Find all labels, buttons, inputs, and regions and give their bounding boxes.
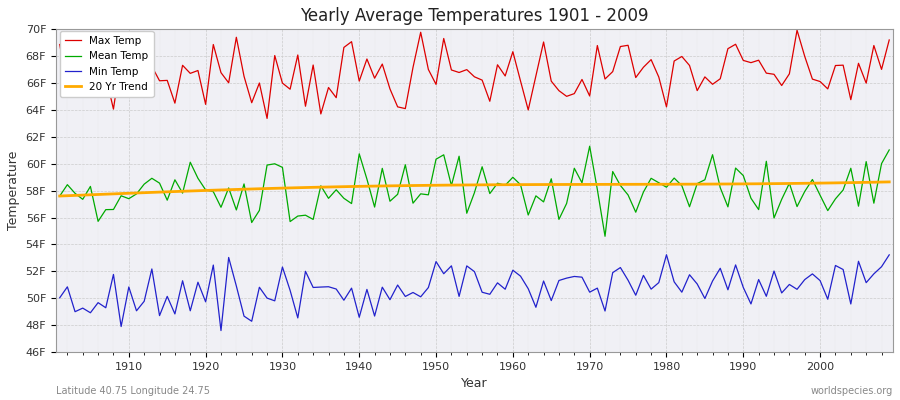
- Min Temp: [116, 324, 127, 329]
- Max Temp: [608, 69, 618, 74]
- Min Temp: [608, 270, 618, 275]
- Min Temp: [338, 298, 349, 303]
- 20 Yr Trend: [508, 182, 518, 187]
- Mean Temp: [584, 144, 595, 149]
- Legend: Max Temp, Mean Temp, Min Temp, 20 Yr Trend: Max Temp, Mean Temp, Min Temp, 20 Yr Tre…: [60, 31, 154, 97]
- Title: Yearly Average Temperatures 1901 - 2009: Yearly Average Temperatures 1901 - 2009: [301, 7, 649, 25]
- 20 Yr Trend: [331, 184, 342, 189]
- 20 Yr Trend: [884, 180, 895, 184]
- Min Temp: [216, 328, 227, 333]
- 20 Yr Trend: [599, 182, 610, 187]
- 20 Yr Trend: [54, 194, 65, 198]
- Min Temp: [508, 268, 518, 273]
- 20 Yr Trend: [500, 182, 510, 187]
- Line: Min Temp: Min Temp: [59, 255, 889, 330]
- Text: worldspecies.org: worldspecies.org: [811, 386, 893, 396]
- Max Temp: [515, 79, 526, 84]
- Line: 20 Yr Trend: 20 Yr Trend: [59, 182, 889, 196]
- Max Temp: [262, 116, 273, 121]
- Mean Temp: [331, 187, 342, 192]
- X-axis label: Year: Year: [461, 377, 488, 390]
- Line: Max Temp: Max Temp: [59, 30, 889, 118]
- Mean Temp: [599, 234, 610, 239]
- Max Temp: [792, 28, 803, 33]
- Mean Temp: [508, 175, 518, 180]
- Max Temp: [292, 52, 303, 57]
- Max Temp: [338, 45, 349, 50]
- Max Temp: [54, 42, 65, 47]
- 20 Yr Trend: [116, 191, 127, 196]
- Min Temp: [515, 274, 526, 278]
- Mean Temp: [500, 183, 510, 188]
- Mean Temp: [884, 148, 895, 152]
- Mean Temp: [54, 194, 65, 198]
- Max Temp: [884, 38, 895, 42]
- Text: Latitude 40.75 Longitude 24.75: Latitude 40.75 Longitude 24.75: [56, 386, 210, 396]
- Min Temp: [54, 296, 65, 300]
- Min Temp: [662, 252, 672, 257]
- Line: Mean Temp: Mean Temp: [59, 146, 889, 236]
- Min Temp: [884, 252, 895, 257]
- Y-axis label: Temperature: Temperature: [7, 151, 20, 230]
- Min Temp: [292, 316, 303, 320]
- 20 Yr Trend: [284, 186, 295, 190]
- Mean Temp: [116, 193, 127, 198]
- Mean Temp: [615, 183, 626, 188]
- Max Temp: [116, 54, 127, 59]
- Mean Temp: [284, 219, 295, 224]
- Max Temp: [508, 49, 518, 54]
